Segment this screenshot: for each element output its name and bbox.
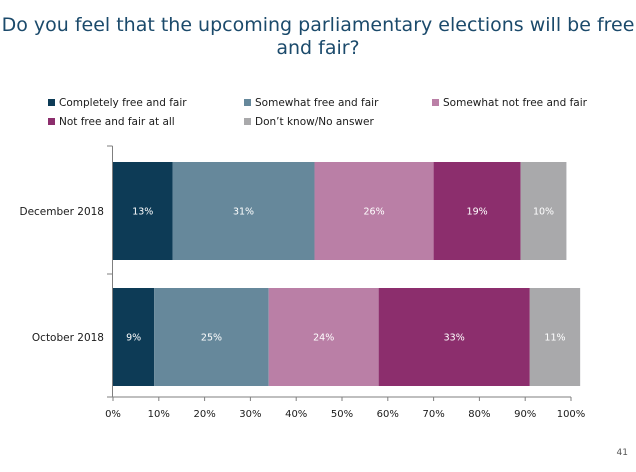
bar-segment — [433, 162, 521, 260]
data-label: 9% — [126, 333, 141, 344]
data-label: 10% — [533, 207, 554, 218]
x-tick-label: 60% — [377, 409, 399, 420]
bar-segment — [314, 162, 434, 260]
x-tick-label: 30% — [239, 409, 261, 420]
data-label: 31% — [233, 207, 254, 218]
x-tick-label: 10% — [148, 409, 170, 420]
bar-segment — [378, 288, 530, 386]
category-label: December 2018 — [19, 206, 104, 218]
data-label: 11% — [544, 333, 565, 344]
chart-title: Do you feel that the upcoming parliament… — [1, 14, 635, 59]
data-label: 19% — [467, 207, 488, 218]
x-tick-label: 90% — [514, 409, 536, 420]
x-tick-label: 70% — [422, 409, 444, 420]
category-label: October 2018 — [32, 332, 104, 344]
data-label: 24% — [313, 333, 334, 344]
data-label: 13% — [132, 207, 153, 218]
data-label: 26% — [363, 207, 384, 218]
bar-segment — [113, 288, 155, 386]
x-tick-label: 0% — [105, 409, 121, 420]
x-tick-label: 20% — [193, 409, 215, 420]
x-tick-label: 40% — [285, 409, 307, 420]
x-tick-label: 50% — [331, 409, 353, 420]
x-tick-label: 100% — [557, 409, 586, 420]
bar-segment — [113, 162, 173, 260]
bar-segment — [529, 288, 581, 386]
data-label: 33% — [444, 333, 465, 344]
bar-segment — [268, 288, 379, 386]
bar-segment — [172, 162, 315, 260]
data-label: 25% — [201, 333, 222, 344]
bar-segment — [520, 162, 567, 260]
bar-segment — [154, 288, 269, 386]
x-tick-label: 80% — [468, 409, 490, 420]
page-number: 41 — [616, 448, 628, 458]
